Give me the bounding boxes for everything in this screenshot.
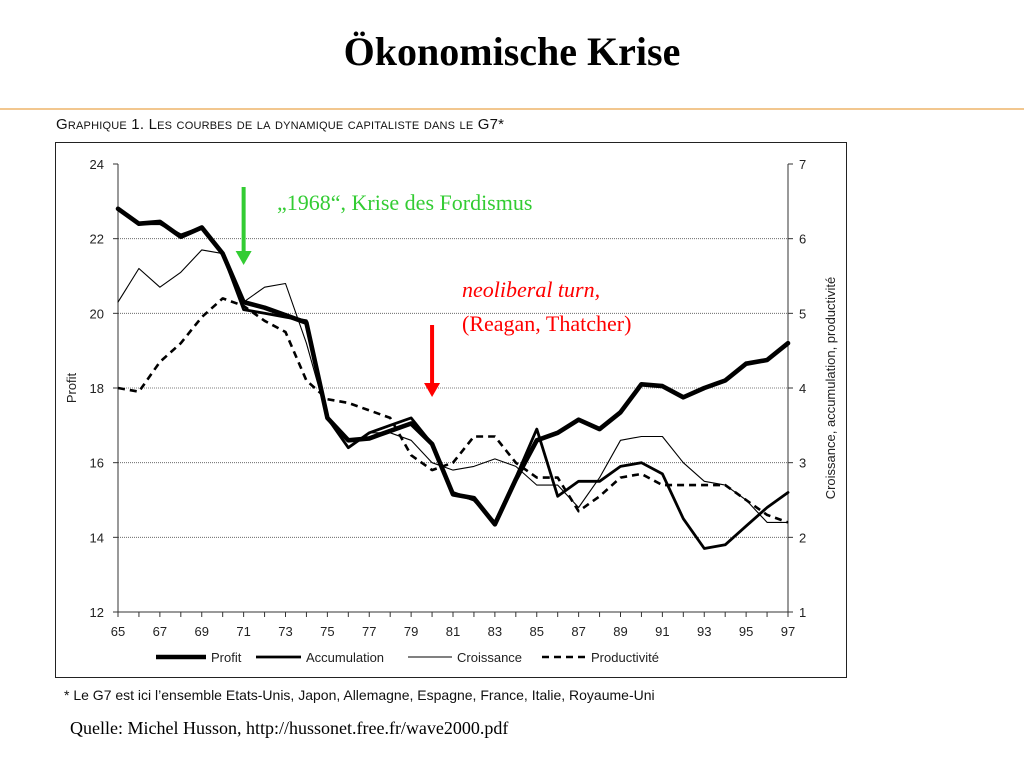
x-tick-label: 93 <box>697 624 711 639</box>
x-tick-label: 77 <box>362 624 376 639</box>
y2-axis-label: Croissance, accumulation, productivité <box>823 277 838 500</box>
legend-label-accumulation: Accumulation <box>306 650 384 665</box>
chart-frame: 12 14 16 18 20 22 24 1 2 3 4 5 6 7 65 67 69 71 73 75 77 79 81 8… <box>55 142 847 678</box>
y2-tick-label: 2 <box>799 530 806 545</box>
x-tick-label: 83 <box>488 624 502 639</box>
title-divider <box>0 108 1024 110</box>
x-tick-label: 73 <box>278 624 292 639</box>
series-line-productivite <box>117 297 789 524</box>
annotation-1968: „1968“, Krise des Fordismus <box>277 190 533 215</box>
x-tick-label: 79 <box>404 624 418 639</box>
x-tick-label: 81 <box>446 624 460 639</box>
x-tick-label: 89 <box>613 624 627 639</box>
x-tick-label: 91 <box>655 624 669 639</box>
y-tick-label: 18 <box>90 381 104 396</box>
y-axis-label: Profit <box>64 372 79 403</box>
source-citation: Quelle: Michel Husson, http://hussonet.f… <box>70 718 509 738</box>
y2-tick-label: 1 <box>799 605 806 620</box>
slide-title: Ökonomische Krise <box>343 29 681 74</box>
legend-label-profit: Profit <box>211 650 242 665</box>
annotation-neoliberal-turn: neoliberal turn, <box>462 277 601 302</box>
x-tick-label: 67 <box>153 624 167 639</box>
y-tick-label: 24 <box>90 157 104 172</box>
arrow-1968-head <box>235 251 252 265</box>
x-tick-label: 71 <box>236 624 250 639</box>
y2-tick-label: 7 <box>799 157 806 172</box>
x-tick-label: 85 <box>530 624 544 639</box>
series-line-profit <box>115 206 791 527</box>
chart-footnote: * Le G7 est ici l’ensemble Etats-Unis, J… <box>64 687 655 703</box>
y-tick-label: 22 <box>90 232 104 247</box>
y-tick-label: 12 <box>90 605 104 620</box>
chart-heading: Graphique 1. Les courbes de la dynamique… <box>56 116 505 133</box>
y2-tick-label: 4 <box>799 381 806 396</box>
legend-label-croissance: Croissance <box>457 650 522 665</box>
series-line-accumulation <box>116 207 790 550</box>
arrow-neoliberal-head <box>424 383 441 397</box>
y-tick-label: 20 <box>90 306 104 321</box>
legend-label-productivite: Productivité <box>591 650 659 665</box>
y2-tick-label: 3 <box>799 456 806 471</box>
annotation-reagan-thatcher: (Reagan, Thatcher) <box>462 311 632 336</box>
x-tick-label: 87 <box>571 624 585 639</box>
x-tick-label: 69 <box>195 624 209 639</box>
y-tick-label: 14 <box>90 530 104 545</box>
y-tick-label: 16 <box>90 456 104 471</box>
x-tick-label: 97 <box>781 624 795 639</box>
y2-tick-label: 6 <box>799 232 806 247</box>
series-line-croissance <box>117 249 789 523</box>
x-tick-label: 95 <box>739 624 753 639</box>
y2-tick-label: 5 <box>799 306 806 321</box>
x-tick-label: 75 <box>320 624 334 639</box>
x-tick-label: 65 <box>111 624 125 639</box>
